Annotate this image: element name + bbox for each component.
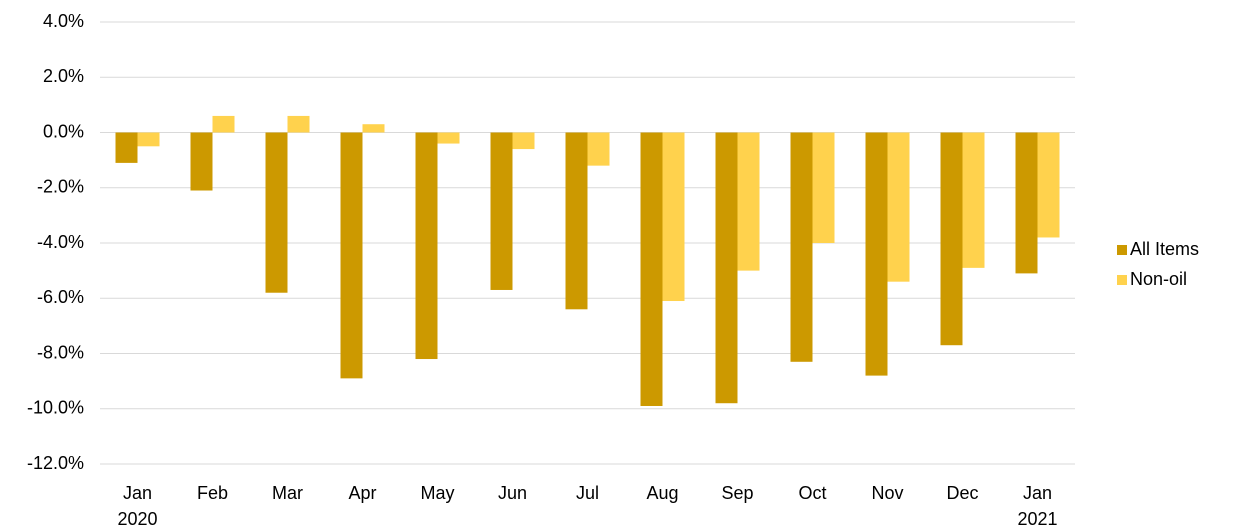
x-tick-label: Jun [497, 483, 528, 503]
bar [940, 132, 963, 346]
y-tick-label: 0.0% [43, 121, 84, 141]
bar [362, 124, 385, 133]
bar [212, 115, 235, 133]
y-tick-label: -2.0% [37, 177, 84, 197]
y-tick-label: -8.0% [37, 342, 84, 362]
x-tick-label: Jul [575, 483, 599, 503]
bar [812, 132, 835, 243]
x-tick-label: Nov [871, 483, 904, 503]
bar [512, 132, 535, 150]
bar [962, 132, 985, 268]
bar [565, 132, 588, 310]
bar [415, 132, 438, 360]
bar [265, 132, 288, 293]
x-tick-label: Mar [272, 483, 303, 503]
bar [865, 132, 888, 376]
bar [490, 132, 513, 290]
x-tick-label: Apr [348, 483, 377, 503]
x-tick-label: May [420, 483, 455, 503]
x-tick-label: Feb [196, 483, 229, 503]
bar [715, 132, 738, 404]
bar [137, 132, 160, 147]
legend-swatch [1117, 275, 1127, 285]
y-tick-label: -6.0% [37, 287, 84, 307]
legend-label: Non-oil [1130, 269, 1187, 289]
legend-label: All Items [1130, 239, 1199, 259]
bar [790, 132, 813, 362]
y-tick-label: 2.0% [43, 66, 84, 86]
y-tick-label: -4.0% [37, 232, 84, 252]
x-tick-label: Sep [721, 483, 754, 503]
legend-swatch [1117, 245, 1127, 255]
x-tick-label: Dec [946, 483, 979, 503]
bar [190, 132, 213, 191]
x-tick-label: Aug [646, 483, 679, 503]
x-tick-label: Oct [798, 483, 827, 503]
y-tick-label: -10.0% [27, 398, 84, 418]
y-tick-label: 4.0% [43, 11, 84, 31]
bar [115, 132, 138, 163]
bar [1015, 132, 1038, 274]
x-tick-label: Jan 2021 [1017, 483, 1058, 529]
bar [662, 132, 685, 302]
bar [1037, 132, 1060, 238]
bar [587, 132, 610, 166]
x-tick-label: Jan 2020 [117, 483, 158, 529]
bar [340, 132, 363, 379]
bar [737, 132, 760, 271]
y-tick-label: -12.0% [27, 453, 84, 473]
bar [887, 132, 910, 282]
bar [640, 132, 663, 406]
bar [287, 115, 310, 133]
bar [437, 132, 460, 144]
